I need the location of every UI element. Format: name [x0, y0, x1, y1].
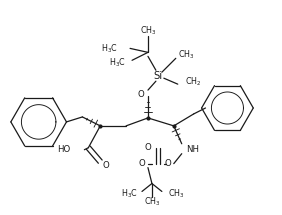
Text: O: O: [164, 159, 171, 168]
Text: CH$_3$: CH$_3$: [144, 195, 160, 208]
Text: CH$_3$: CH$_3$: [168, 187, 184, 200]
Text: O: O: [103, 161, 110, 170]
Text: CH$_3$: CH$_3$: [178, 48, 194, 61]
Text: Si: Si: [153, 71, 162, 81]
Text: O: O: [138, 90, 144, 99]
Text: NH: NH: [186, 145, 199, 154]
Text: O: O: [145, 143, 151, 152]
Text: O: O: [139, 159, 145, 168]
Text: H$_3$C: H$_3$C: [109, 56, 126, 69]
Text: CH$_2$: CH$_2$: [185, 76, 201, 88]
Text: CH$_3$: CH$_3$: [140, 24, 156, 37]
Text: HO: HO: [57, 145, 70, 154]
Text: H$_3$C: H$_3$C: [121, 187, 138, 200]
Text: H$_3$C: H$_3$C: [101, 42, 118, 55]
